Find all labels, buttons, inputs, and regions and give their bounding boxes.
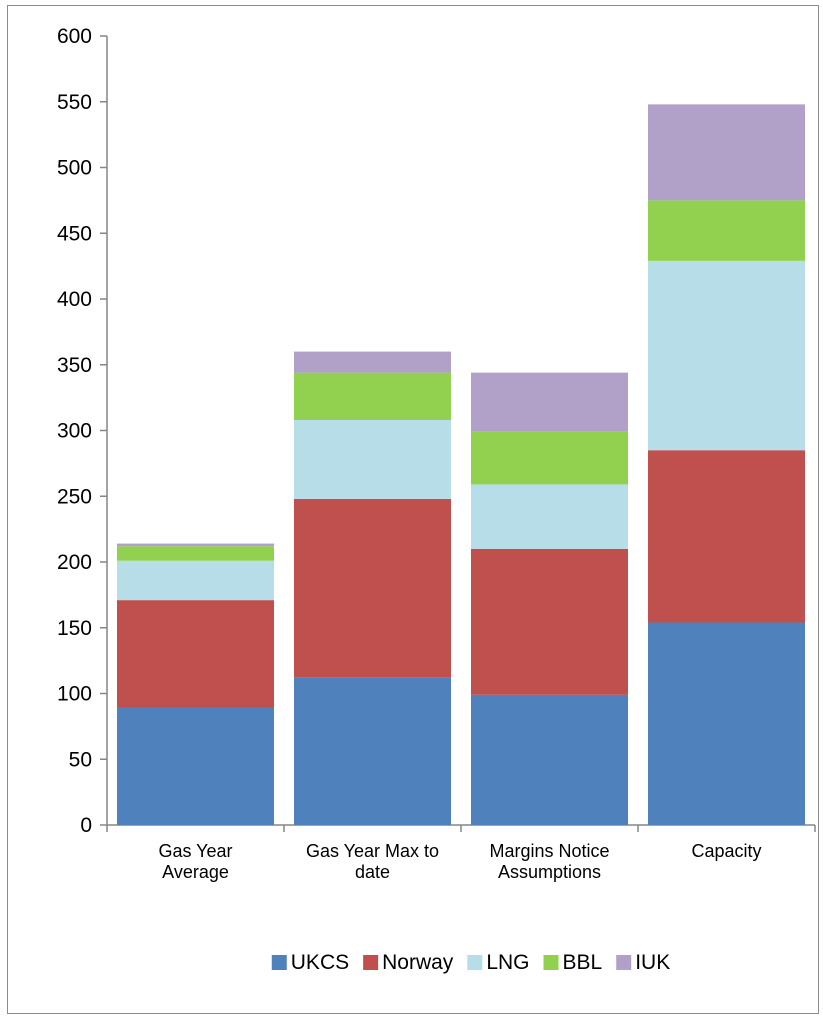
y-tick-label: 400: [57, 288, 92, 311]
legend-label-iuk: IUK: [635, 951, 670, 974]
y-tick-label: 100: [57, 683, 92, 706]
bar-ukcs-1: [294, 677, 451, 825]
legend-label-lng: LNG: [486, 951, 529, 974]
bar-bbl-3: [648, 200, 805, 261]
legend-swatch-lng: [467, 955, 483, 970]
bar-lng-2: [471, 484, 628, 549]
y-tick-label: 200: [57, 551, 92, 574]
y-tick-label: 300: [57, 420, 92, 443]
legend-swatch-iuk: [616, 955, 632, 970]
y-tick-label: 600: [57, 25, 92, 48]
legend-label-ukcs: UKCS: [291, 951, 349, 974]
y-tick-label: 350: [57, 354, 92, 377]
x-category-label: Gas Year: [158, 841, 232, 861]
legend-label-bbl: BBL: [563, 951, 603, 974]
bar-ukcs-0: [117, 707, 274, 825]
y-tick-label: 250: [57, 485, 92, 508]
bar-norway-0: [117, 600, 274, 708]
y-tick-label: 0: [80, 814, 92, 837]
y-tick-label: 50: [69, 748, 92, 771]
bar-bbl-0: [117, 546, 274, 561]
y-tick-label: 450: [57, 222, 92, 245]
legend-label-norway: Norway: [382, 951, 454, 974]
bar-iuk-1: [294, 351, 451, 373]
x-category-label: Average: [162, 862, 229, 882]
x-category-label: Margins Notice: [489, 841, 609, 861]
bar-lng-3: [648, 260, 805, 451]
legend-swatch-ukcs: [271, 955, 287, 970]
x-category-label: Capacity: [691, 841, 761, 861]
y-tick-label: 500: [57, 157, 92, 180]
bar-ukcs-2: [471, 694, 628, 825]
bar-norway-3: [648, 450, 805, 623]
legend-swatch-bbl: [543, 955, 559, 970]
x-category-label: Assumptions: [498, 862, 601, 882]
x-category-label: Gas Year Max to: [306, 841, 439, 861]
bar-lng-0: [117, 560, 274, 601]
bar-lng-1: [294, 419, 451, 499]
bar-bbl-2: [471, 431, 628, 485]
bar-iuk-0: [117, 543, 274, 547]
bar-bbl-1: [294, 372, 451, 420]
bar-iuk-2: [471, 372, 628, 432]
bar-iuk-3: [648, 104, 805, 201]
bar-ukcs-3: [648, 622, 805, 825]
bar-norway-1: [294, 498, 451, 678]
y-tick-label: 550: [57, 91, 92, 114]
x-category-label: date: [355, 862, 390, 882]
y-tick-label: 150: [57, 617, 92, 640]
bar-norway-2: [471, 548, 628, 695]
legend-swatch-norway: [363, 955, 379, 970]
